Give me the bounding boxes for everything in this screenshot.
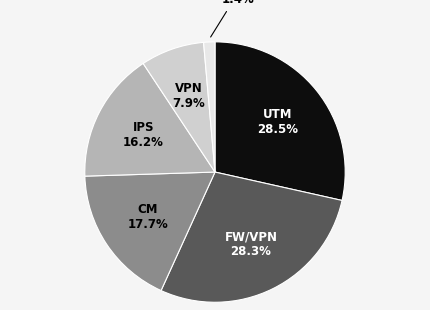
Text: IDS
1.4%: IDS 1.4% bbox=[211, 0, 255, 37]
Text: UTM
28.5%: UTM 28.5% bbox=[258, 108, 298, 135]
Text: FW/VPN
28.3%: FW/VPN 28.3% bbox=[224, 230, 277, 258]
Wedge shape bbox=[143, 42, 215, 172]
Text: CM
17.7%: CM 17.7% bbox=[127, 203, 168, 231]
Wedge shape bbox=[203, 42, 215, 172]
Text: VPN
7.9%: VPN 7.9% bbox=[172, 82, 205, 110]
Text: IPS
16.2%: IPS 16.2% bbox=[123, 121, 164, 149]
Wedge shape bbox=[215, 42, 345, 201]
Wedge shape bbox=[85, 172, 215, 290]
Wedge shape bbox=[85, 64, 215, 176]
Wedge shape bbox=[161, 172, 342, 302]
